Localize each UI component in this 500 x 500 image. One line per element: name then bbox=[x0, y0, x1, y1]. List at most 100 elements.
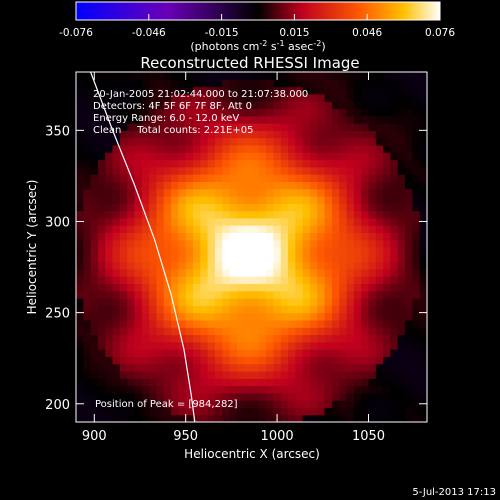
heatmap-cell bbox=[397, 370, 406, 379]
heatmap-cell bbox=[397, 268, 406, 277]
heatmap-cell bbox=[222, 144, 231, 153]
heatmap-cell bbox=[207, 210, 216, 219]
heatmap-cell bbox=[178, 203, 187, 212]
heatmap-cell bbox=[405, 341, 413, 350]
heatmap-cell bbox=[112, 392, 121, 401]
heatmap-cell bbox=[397, 312, 406, 321]
heatmap-cell bbox=[295, 137, 304, 146]
heatmap-cell bbox=[405, 115, 413, 124]
heatmap-cell bbox=[295, 152, 304, 161]
heatmap-cell bbox=[251, 363, 260, 372]
heatmap-cell bbox=[83, 400, 92, 409]
heatmap-cell bbox=[383, 290, 392, 299]
heatmap-cell bbox=[361, 414, 370, 422]
heatmap-cell bbox=[251, 232, 260, 241]
heatmap-cell bbox=[331, 363, 340, 372]
heatmap-cell bbox=[119, 400, 128, 409]
colorbar-tick-label: -0.076 bbox=[59, 27, 93, 39]
heatmap-cell bbox=[383, 195, 392, 204]
heatmap-cell bbox=[244, 174, 253, 182]
heatmap-cell bbox=[97, 363, 106, 372]
heatmap-cell bbox=[156, 181, 165, 190]
heatmap-cell bbox=[193, 298, 201, 306]
heatmap-cell bbox=[127, 305, 136, 314]
heatmap-cell bbox=[163, 400, 172, 409]
heatmap-cell bbox=[412, 305, 421, 314]
heatmap-cell bbox=[214, 268, 223, 277]
heatmap-cell bbox=[331, 407, 340, 416]
heatmap-cell bbox=[76, 72, 84, 80]
heatmap-cell bbox=[97, 210, 106, 219]
heatmap-cell bbox=[178, 268, 187, 277]
heatmap-cell bbox=[76, 181, 84, 190]
heatmap-cell bbox=[331, 283, 340, 292]
heatmap-cell bbox=[163, 72, 172, 80]
heatmap-cell bbox=[178, 341, 187, 350]
heatmap-cell bbox=[273, 370, 282, 379]
heatmap-cell bbox=[295, 363, 304, 372]
heatmap-cell bbox=[163, 210, 172, 219]
heatmap-cell bbox=[163, 203, 172, 212]
heatmap-cell bbox=[251, 130, 260, 139]
heatmap-cell bbox=[288, 283, 296, 292]
heatmap-cell bbox=[295, 247, 304, 255]
heatmap-cell bbox=[368, 319, 377, 328]
heatmap-cell bbox=[397, 115, 406, 124]
heatmap-cell bbox=[149, 239, 158, 248]
heatmap-cell bbox=[229, 305, 238, 314]
heatmap-cell bbox=[97, 261, 106, 270]
heatmap-cell bbox=[412, 108, 421, 117]
heatmap-cell bbox=[134, 159, 143, 168]
heatmap-cell bbox=[397, 254, 406, 263]
heatmap-cell bbox=[244, 159, 253, 168]
heatmap-cell bbox=[346, 210, 355, 219]
heatmap-cell bbox=[207, 108, 216, 117]
heatmap-cell bbox=[185, 79, 194, 88]
heatmap-cell bbox=[339, 414, 348, 422]
heatmap-cell bbox=[302, 72, 311, 80]
heatmap-cell bbox=[119, 210, 128, 219]
colorbar-tick-label: 0.015 bbox=[279, 27, 309, 39]
heatmap-cell bbox=[273, 130, 282, 139]
heatmap-cell bbox=[171, 232, 179, 241]
heatmap-cell bbox=[295, 261, 304, 270]
heatmap-cell bbox=[339, 137, 348, 146]
heatmap-cell bbox=[105, 290, 114, 299]
heatmap-cell bbox=[127, 283, 136, 292]
heatmap-cell bbox=[222, 123, 231, 131]
heatmap-cell bbox=[156, 283, 165, 292]
heatmap-cell bbox=[76, 247, 84, 255]
heatmap-cell bbox=[339, 261, 348, 270]
heatmap-cell bbox=[324, 400, 333, 409]
heatmap-cell bbox=[236, 210, 245, 219]
heatmap-cell bbox=[383, 378, 392, 387]
heatmap-cell bbox=[375, 327, 384, 336]
heatmap-cell bbox=[127, 72, 136, 80]
heatmap-cell bbox=[361, 130, 370, 139]
heatmap-cell bbox=[390, 312, 399, 321]
heatmap-cell bbox=[178, 72, 187, 80]
heatmap-cell bbox=[258, 247, 267, 255]
heatmap-cell bbox=[244, 239, 253, 248]
heatmap-cell bbox=[251, 79, 260, 88]
heatmap-cell bbox=[236, 144, 245, 153]
heatmap-cell bbox=[90, 261, 99, 270]
annotation-counts: Clean Total counts: 2.21E+05 bbox=[93, 125, 253, 136]
heatmap-cell bbox=[346, 370, 355, 379]
heatmap-cell bbox=[90, 283, 99, 292]
heatmap-cell bbox=[149, 392, 158, 401]
heatmap-cell bbox=[90, 166, 99, 175]
heatmap-cell bbox=[302, 385, 311, 394]
heatmap-cell bbox=[207, 349, 216, 357]
heatmap-cell bbox=[310, 247, 318, 255]
heatmap-cell bbox=[141, 378, 150, 387]
heatmap-cell bbox=[331, 174, 340, 182]
heatmap-cell bbox=[119, 319, 128, 328]
heatmap-cell bbox=[105, 385, 114, 394]
heatmap-cell bbox=[310, 290, 318, 299]
heatmap-cell bbox=[119, 232, 128, 241]
heatmap-cell bbox=[346, 276, 355, 285]
heatmap-cell bbox=[200, 225, 209, 234]
heatmap-cell bbox=[331, 319, 340, 328]
heatmap-cell bbox=[97, 79, 106, 88]
